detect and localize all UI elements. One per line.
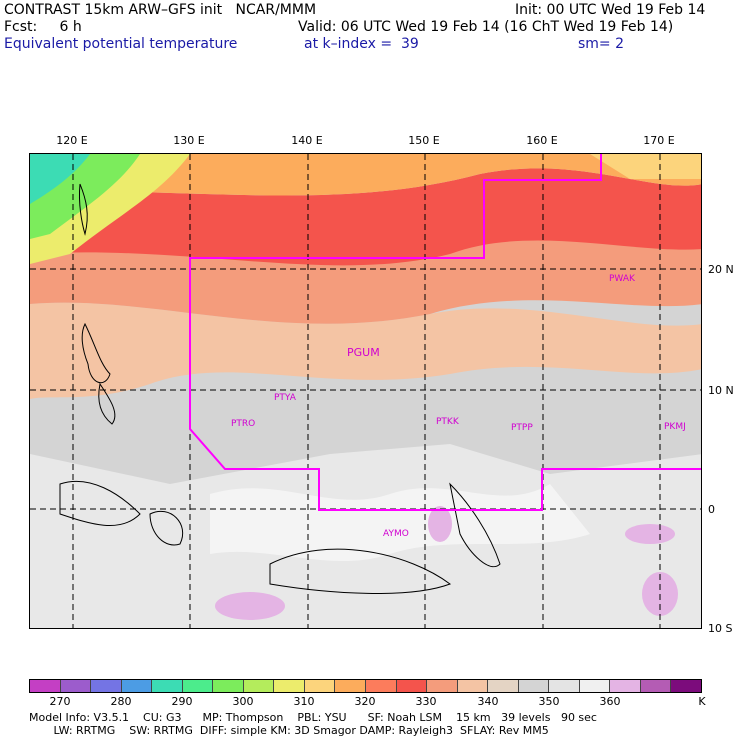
station-label: PTYA bbox=[274, 393, 296, 403]
model-title: CONTRAST 15km ARW–GFS init NCAR/MMM bbox=[4, 2, 317, 18]
theta-e-map: PWAK PGUM PTYA PTRO PTKK PTPP PKMJ AYMO bbox=[29, 153, 702, 629]
colorbar-swatch bbox=[488, 680, 519, 692]
lat-label: 0 bbox=[708, 503, 715, 516]
forecast-hour: Fcst: 6 h bbox=[4, 19, 82, 35]
colorbar-swatch bbox=[91, 680, 122, 692]
station-label: PTKK bbox=[436, 417, 459, 427]
station-label: AYMO bbox=[383, 529, 409, 539]
colorbar-tick: 320 bbox=[354, 695, 376, 708]
colorbar-swatch bbox=[396, 680, 428, 692]
station-label: PWAK bbox=[609, 274, 635, 284]
colorbar-swatch bbox=[518, 680, 550, 692]
colorbar-swatch bbox=[30, 680, 61, 692]
colorbar-swatch bbox=[274, 680, 305, 692]
field-name: Equivalent potential temperature bbox=[4, 36, 238, 52]
lat-label: 10 N bbox=[708, 384, 734, 397]
lon-label: 130 E bbox=[173, 134, 205, 147]
model-info-line: Model Info: V3.5.1 CU: G3 MP: Thompson P… bbox=[29, 711, 597, 724]
init-time: Init: 00 UTC Wed 19 Feb 14 bbox=[515, 2, 706, 18]
colorbar-swatch bbox=[182, 680, 214, 692]
colorbar-tick: 340 bbox=[477, 695, 499, 708]
lon-label: 160 E bbox=[526, 134, 558, 147]
station-label: PGUM bbox=[347, 346, 380, 359]
lat-label: 10 S bbox=[708, 622, 733, 635]
valid-time: Valid: 06 UTC Wed 19 Feb 14 (16 ChT Wed … bbox=[298, 19, 674, 35]
colorbar-swatch bbox=[304, 680, 336, 692]
lon-label: 150 E bbox=[408, 134, 440, 147]
colorbar-unit: K bbox=[698, 695, 706, 708]
colorbar-swatch bbox=[579, 680, 611, 692]
colorbar-swatch bbox=[152, 680, 183, 692]
station-label: PTRO bbox=[231, 419, 256, 429]
level-index: at k–index = 39 bbox=[304, 36, 419, 52]
colorbar-swatch bbox=[457, 680, 489, 692]
lon-label: 120 E bbox=[56, 134, 88, 147]
colorbar-swatch bbox=[427, 680, 458, 692]
colorbar-tick: 310 bbox=[293, 695, 315, 708]
colorbar-swatch bbox=[366, 680, 397, 692]
colorbar-swatch bbox=[243, 680, 275, 692]
colorbar-swatch bbox=[671, 680, 702, 692]
lat-label: 20 N bbox=[708, 263, 734, 276]
station-label: PTPP bbox=[511, 423, 533, 433]
colorbar-tick: 350 bbox=[538, 695, 560, 708]
colorbar-swatch bbox=[60, 680, 92, 692]
colorbar-swatch bbox=[640, 680, 672, 692]
colorbar-tick: 330 bbox=[415, 695, 437, 708]
colorbar-tick: 360 bbox=[599, 695, 621, 708]
smoothing-value: sm= 2 bbox=[578, 36, 625, 52]
model-info-line: LW: RRTMG SW: RRTMG DIFF: simple KM: 3D … bbox=[29, 724, 549, 737]
station-label: PKMJ bbox=[664, 422, 686, 432]
colorbar-swatch bbox=[610, 680, 641, 692]
colorbar-tick: 280 bbox=[110, 695, 132, 708]
lon-label: 140 E bbox=[291, 134, 323, 147]
colorbar-tick: 270 bbox=[49, 695, 71, 708]
colorbar-swatch bbox=[213, 680, 244, 692]
colorbar-tick: 290 bbox=[171, 695, 193, 708]
colorbar bbox=[29, 679, 702, 693]
colorbar-tick: 300 bbox=[232, 695, 254, 708]
colorbar-swatch bbox=[549, 680, 580, 692]
lon-label: 170 E bbox=[643, 134, 675, 147]
map-canvas bbox=[30, 154, 701, 628]
colorbar-swatch bbox=[335, 680, 367, 692]
colorbar-swatch bbox=[121, 680, 153, 692]
